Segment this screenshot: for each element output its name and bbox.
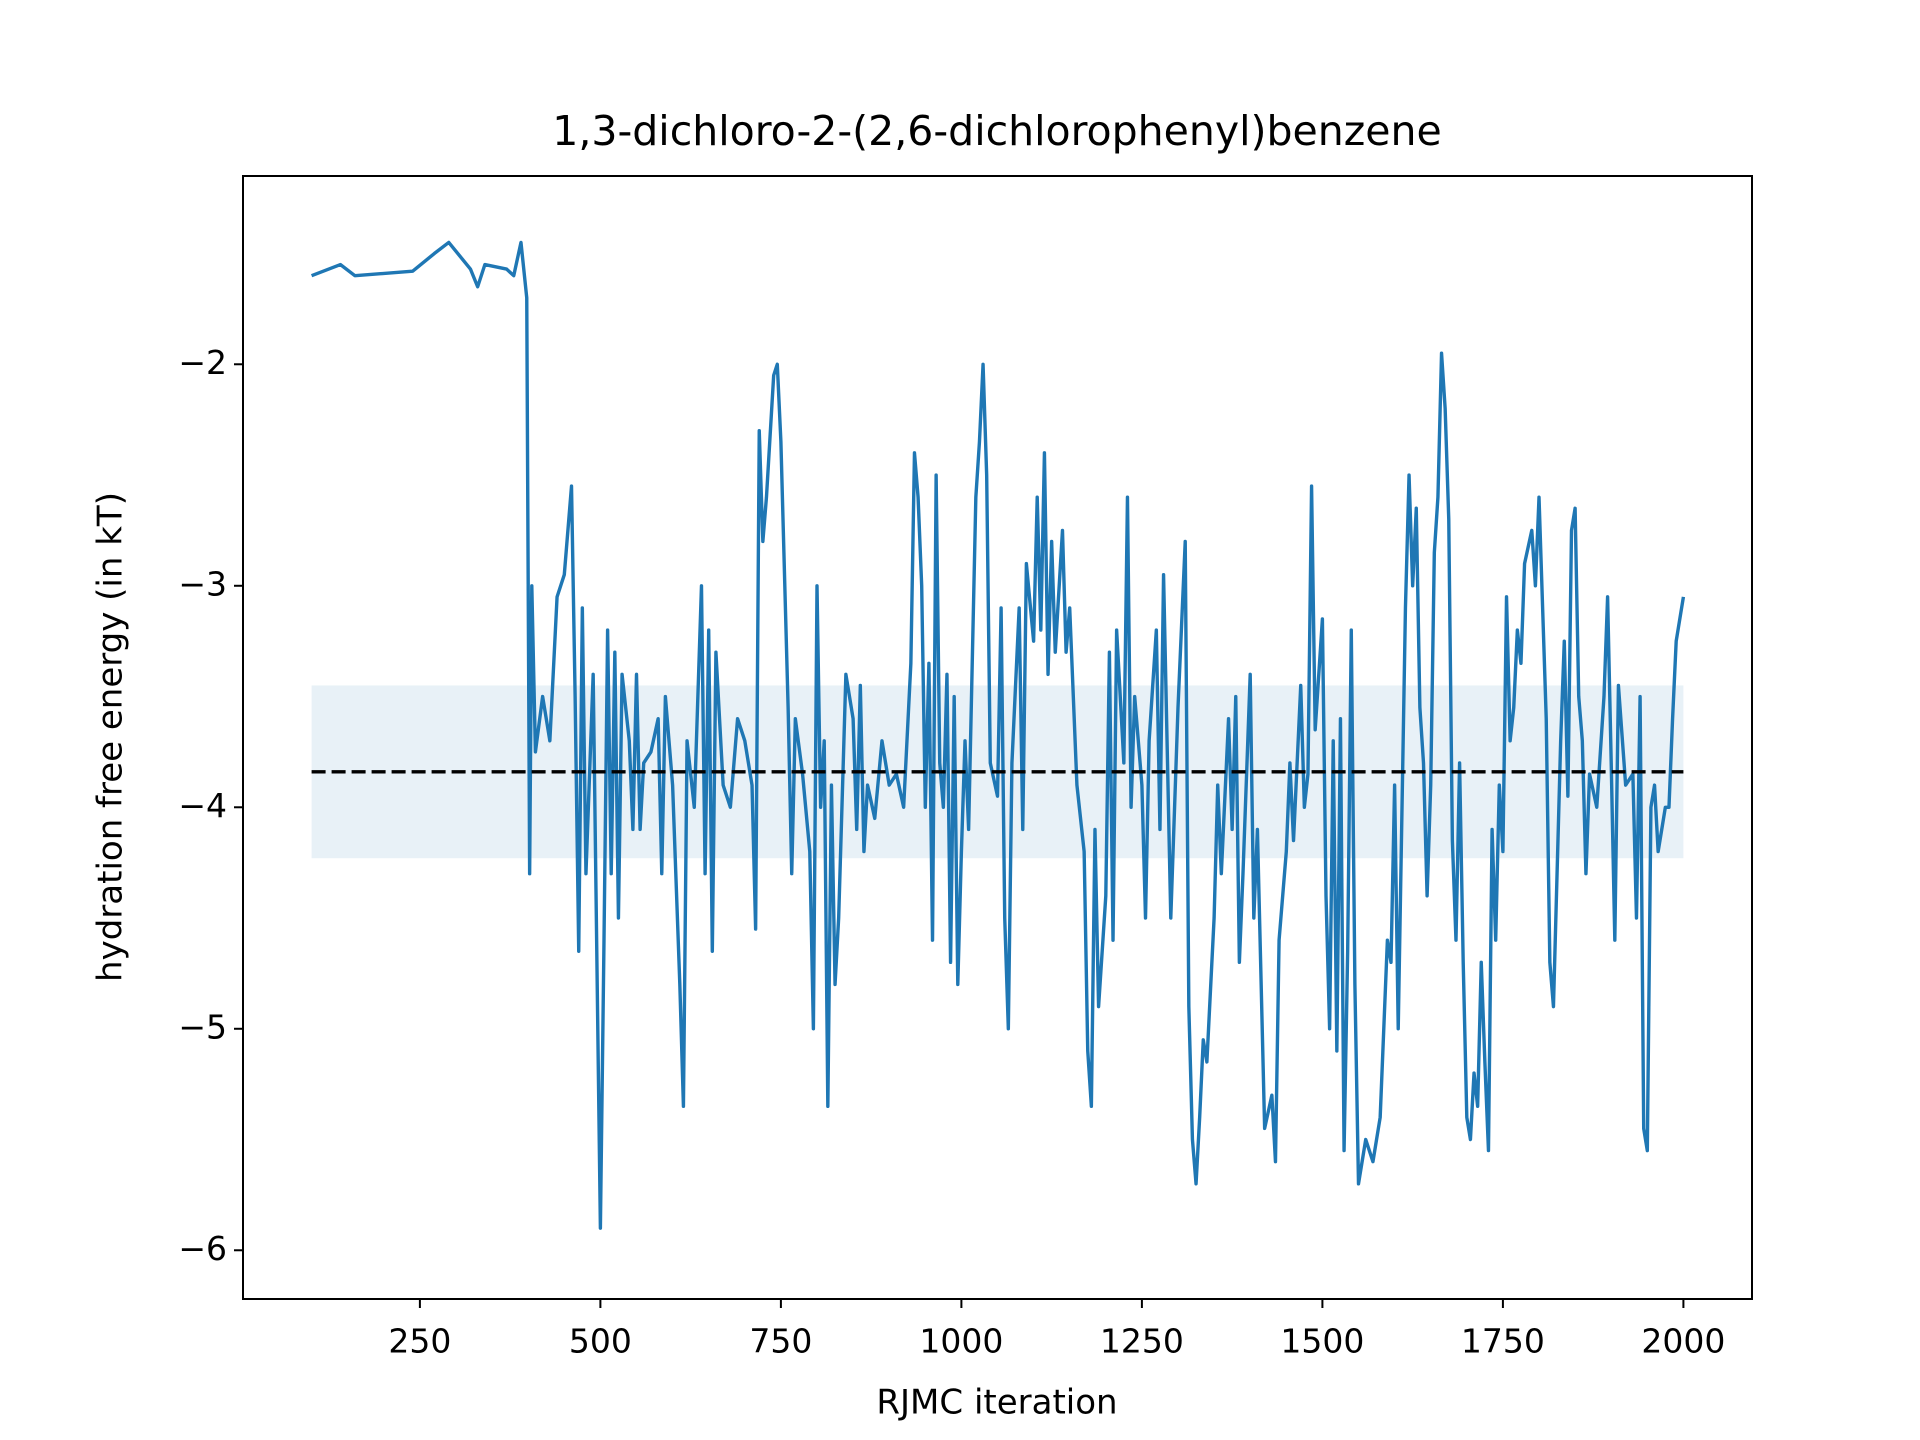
y-tick-label: −4 — [178, 786, 227, 825]
y-axis-label: hydration free energy (in kT) — [91, 492, 131, 982]
x-tick-label: 250 — [388, 1322, 451, 1361]
chart-title: 1,3-dichloro-2-(2,6-dichlorophenyl)benze… — [552, 107, 1441, 155]
x-axis-label: RJMC iteration — [876, 1383, 1117, 1423]
y-tick-label: −3 — [178, 564, 227, 603]
x-tick-label: 1500 — [1280, 1322, 1364, 1361]
x-tick-label: 1250 — [1100, 1322, 1184, 1361]
y-tick-label: −2 — [178, 343, 227, 382]
y-tick-label: −6 — [178, 1229, 227, 1268]
x-tick-label: 2000 — [1641, 1322, 1725, 1361]
y-tick-label: −5 — [178, 1007, 227, 1046]
x-tick-label: 1000 — [919, 1322, 1003, 1361]
data-line — [310, 240, 1686, 1230]
plot-frame — [242, 175, 1753, 1300]
x-tick-label: 750 — [749, 1322, 812, 1361]
x-tick-label: 500 — [569, 1322, 632, 1361]
x-tick-label: 1750 — [1461, 1322, 1545, 1361]
